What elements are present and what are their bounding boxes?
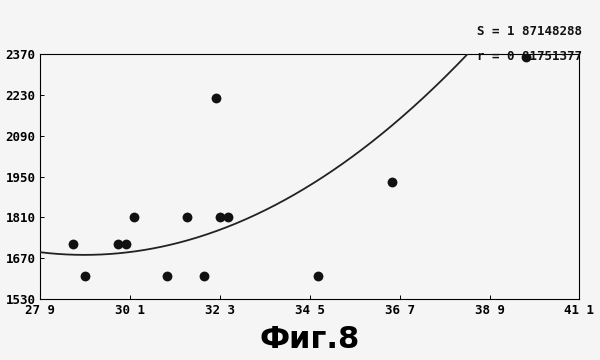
Point [162,273,172,279]
Point [223,215,233,220]
Point [80,273,90,279]
Text: r = 0 81751377: r = 0 81751377 [477,50,582,63]
Point [387,180,397,185]
Point [215,215,225,220]
Point [121,241,131,247]
Text: S = 1 87148288: S = 1 87148288 [477,25,582,38]
Point [182,215,192,220]
Point [521,54,531,59]
Point [211,95,221,100]
Point [199,273,209,279]
Point [68,241,78,247]
Point [313,273,323,279]
Point [130,215,139,220]
Point [113,241,123,247]
X-axis label: Фиг.8: Фиг.8 [260,325,360,355]
